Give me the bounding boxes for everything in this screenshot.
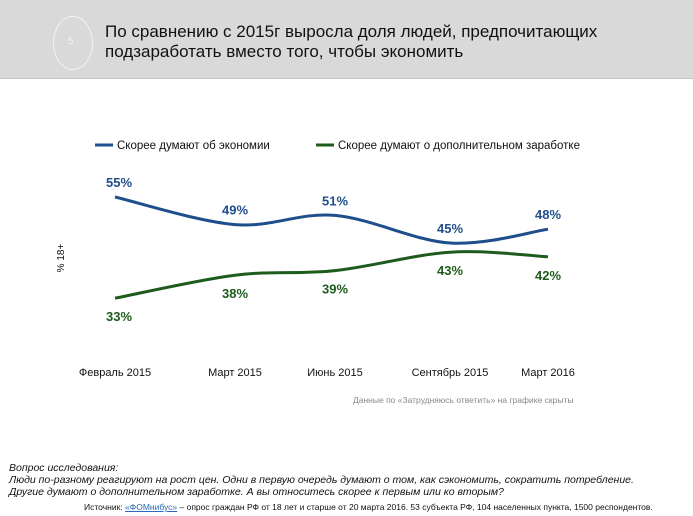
slide-title: По сравнению с 2015г выросла доля людей,… [105, 22, 597, 62]
data-label: 48% [535, 207, 561, 222]
data-label: 39% [322, 282, 348, 297]
slide-number: 5 [68, 36, 74, 47]
source-link[interactable]: «ФОМнибус» [125, 502, 178, 512]
data-label: 33% [106, 309, 132, 324]
data-label: 43% [437, 263, 463, 278]
data-label: 42% [535, 268, 561, 283]
question-line-1: Люди по-разному реагируют на рост цен. О… [9, 474, 634, 486]
x-tick-label: Сентябрь 2015 [412, 367, 489, 379]
x-tick-label: Март 2016 [521, 367, 575, 379]
series-line [114, 195, 549, 245]
research-question: Вопрос исследования: Люди по-разному реа… [9, 462, 634, 498]
x-tick-label: Июнь 2015 [307, 367, 363, 379]
question-heading: Вопрос исследования: [9, 462, 119, 474]
y-axis-label: % 18+ [56, 244, 67, 273]
data-label: 55% [106, 175, 132, 190]
source: Источник: «ФОМнибус» – опрос граждан РФ … [84, 502, 653, 512]
legend-label: Скорее думают об экономии [117, 140, 270, 152]
data-label: 49% [222, 203, 248, 218]
source-text: – опрос граждан РФ от 18 лет и старше от… [177, 502, 653, 512]
line-chart: Скорее думают об экономии Скорее думают о… [56, 140, 580, 379]
series-line [114, 250, 549, 300]
x-tick-label: Март 2015 [208, 367, 262, 379]
slide-number-circle [53, 16, 93, 70]
slide-header: 5 По сравнению с 2015г выросла доля люде… [0, 0, 693, 79]
source-prefix: Источник: [84, 502, 126, 512]
x-tick-label: Февраль 2015 [79, 367, 151, 379]
chart-note: Данные по «Затрудняюсь ответить» на граф… [353, 395, 574, 405]
data-label: 51% [322, 193, 348, 208]
legend-label: Скорее думают о дополнительном заработке [338, 140, 580, 152]
data-label: 38% [222, 286, 248, 301]
data-label: 45% [437, 221, 463, 236]
title-line-2: подзаработать вместо того, чтобы экономи… [105, 42, 464, 61]
title-line-1: По сравнению с 2015г выросла доля людей,… [105, 22, 598, 41]
question-line-2: Другие думают о дополнительном заработке… [9, 486, 504, 498]
